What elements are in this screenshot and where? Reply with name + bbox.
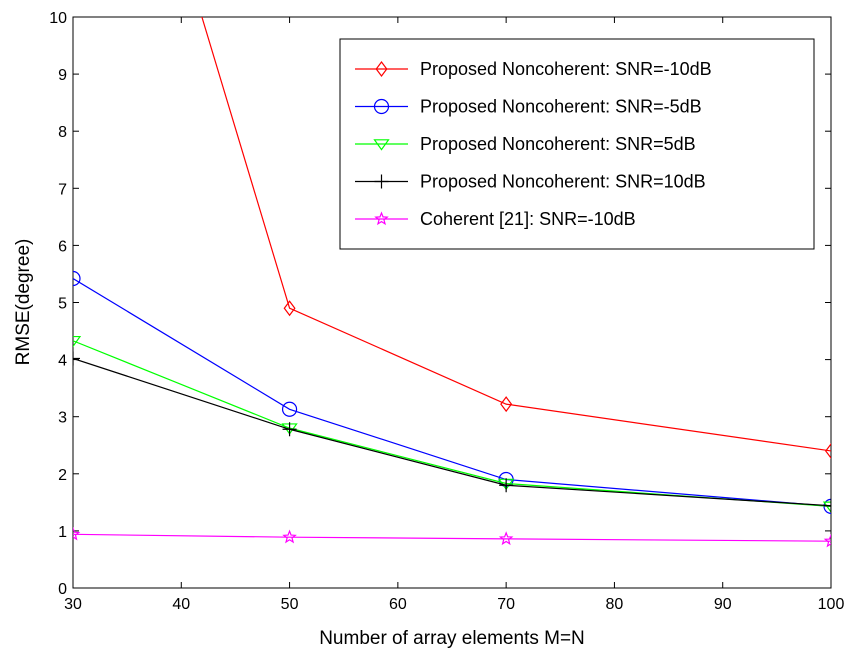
- y-tick-label: 2: [58, 467, 67, 484]
- series-layer: [73, 17, 831, 548]
- series-line: [73, 533, 831, 542]
- data-point: [500, 396, 513, 413]
- x-tick-label: 40: [172, 596, 190, 613]
- legend-marker: [373, 139, 390, 151]
- y-tick-label: 6: [58, 238, 67, 255]
- x-tick-label: 50: [281, 596, 299, 613]
- x-tick-label: 90: [714, 596, 732, 613]
- x-tick-label: 100: [818, 596, 845, 613]
- series-line: [73, 278, 831, 507]
- data-point: [498, 531, 514, 546]
- legend-item: Proposed Noncoherent: SNR=-5dB: [355, 97, 702, 117]
- data-point: [281, 401, 298, 417]
- y-tick-label: 1: [58, 524, 67, 541]
- series-5: [73, 526, 831, 548]
- legend-item: Proposed Noncoherent: SNR=-10dB: [355, 59, 712, 79]
- legend-item: Coherent [21]: SNR=-10dB: [355, 209, 636, 229]
- x-tick-label: 80: [606, 596, 624, 613]
- data-point: [283, 300, 296, 317]
- legend-label: Coherent [21]: SNR=-10dB: [420, 209, 636, 229]
- data-point: [822, 501, 831, 513]
- series-line: [73, 357, 831, 507]
- legend-marker: [373, 98, 390, 115]
- y-tick-label: 10: [49, 10, 67, 27]
- series-1: [201, 17, 831, 459]
- x-tick-label: 70: [497, 596, 515, 613]
- legend-marker: [374, 211, 389, 226]
- data-point: [825, 442, 831, 459]
- legend: Proposed Noncoherent: SNR=-10dB Proposed …: [339, 38, 815, 250]
- legend-label: Proposed Noncoherent: SNR=10dB: [420, 172, 706, 192]
- legend-label: Proposed Noncoherent: SNR=-5dB: [420, 97, 702, 117]
- y-tick-label: 3: [58, 410, 67, 427]
- x-tick-labels: 30 40 50 60 70 80 90 100: [64, 596, 844, 613]
- y-tick-label: 0: [58, 581, 67, 598]
- legend-label: Proposed Noncoherent: SNR=5dB: [420, 134, 696, 154]
- series-4: [73, 351, 831, 513]
- data-point: [499, 478, 514, 493]
- x-tick-label: 60: [389, 596, 407, 613]
- y-tick-labels: 0 1 2 3 4 5 6 7 8 9 10: [49, 10, 67, 598]
- data-point: [73, 335, 82, 348]
- y-tick-label: 4: [58, 353, 67, 370]
- legend-marker: [374, 174, 389, 189]
- data-point: [73, 351, 80, 366]
- x-axis-label: Number of array elements M=N: [319, 628, 585, 649]
- series-line: [201, 17, 831, 452]
- y-tick-label: 9: [58, 67, 67, 84]
- legend-item: Proposed Noncoherent: SNR=5dB: [355, 134, 696, 154]
- data-point: [73, 270, 81, 287]
- legend-box: [339, 38, 815, 250]
- tick-marks: [72, 16, 832, 589]
- data-point: [73, 526, 81, 541]
- y-tick-label: 8: [58, 124, 67, 141]
- legend-label: Proposed Noncoherent: SNR=-10dB: [420, 59, 712, 79]
- data-point: [823, 533, 831, 548]
- legend-item: Proposed Noncoherent: SNR=10dB: [355, 172, 706, 192]
- y-axis-label: RMSE(degree): [13, 239, 34, 366]
- data-point: [824, 498, 831, 513]
- y-tick-label: 5: [58, 296, 67, 313]
- data-point: [282, 529, 297, 544]
- legend-marker: [375, 61, 388, 77]
- x-tick-label: 30: [64, 596, 82, 613]
- y-tick-label: 7: [58, 181, 67, 198]
- data-point: [282, 422, 297, 437]
